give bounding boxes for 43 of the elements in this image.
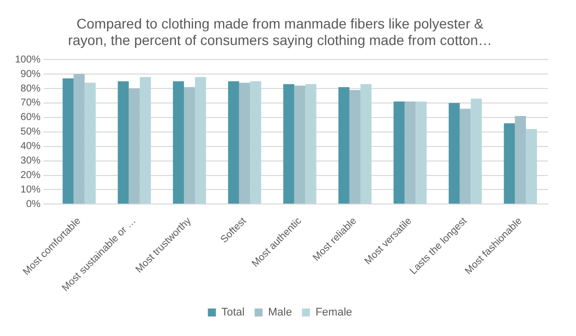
bar [338,87,350,204]
bar [184,87,195,204]
bar [526,128,537,204]
bar [140,76,151,204]
text: rayon, the percent of consumers saying clothing made from cotton… [68,32,492,48]
y-tick-label: 20% [20,170,41,182]
bar [305,84,316,204]
text: Compared to clothing made from manmade fibers like polyester & [76,15,484,32]
bar [84,82,96,204]
bar [460,108,471,204]
y-tick-label: 80% [20,83,41,94]
y-tick-label: 30% [20,156,41,167]
bar [194,76,206,204]
y-tick-label: 10% [20,184,41,196]
bar [514,116,526,204]
y-tick-label: 90% [20,68,41,80]
bar [504,123,515,204]
y-tick-label: 70% [20,98,41,109]
legend-label: Female [315,306,352,319]
bar [283,84,294,204]
bar [448,102,460,204]
bar [360,84,372,204]
bar [470,98,482,204]
y-tick-label: 100% [15,54,41,66]
y-tick-label: 40% [20,141,41,152]
bar [416,102,427,204]
bar [74,74,85,204]
bar [349,90,360,204]
bar [239,82,250,204]
bar [128,88,140,204]
legend-label: Total [221,306,245,319]
bar [172,81,184,204]
bar [62,78,74,204]
bar [250,81,262,204]
y-tick-label: 50% [20,126,41,138]
bar [294,86,306,204]
bar [228,81,240,204]
legend-label: Male [268,306,292,319]
y-tick-label: 60% [20,112,41,124]
y-tick-label: 0% [26,198,41,210]
bar [118,81,129,204]
bar [404,102,416,204]
bar [394,102,405,204]
